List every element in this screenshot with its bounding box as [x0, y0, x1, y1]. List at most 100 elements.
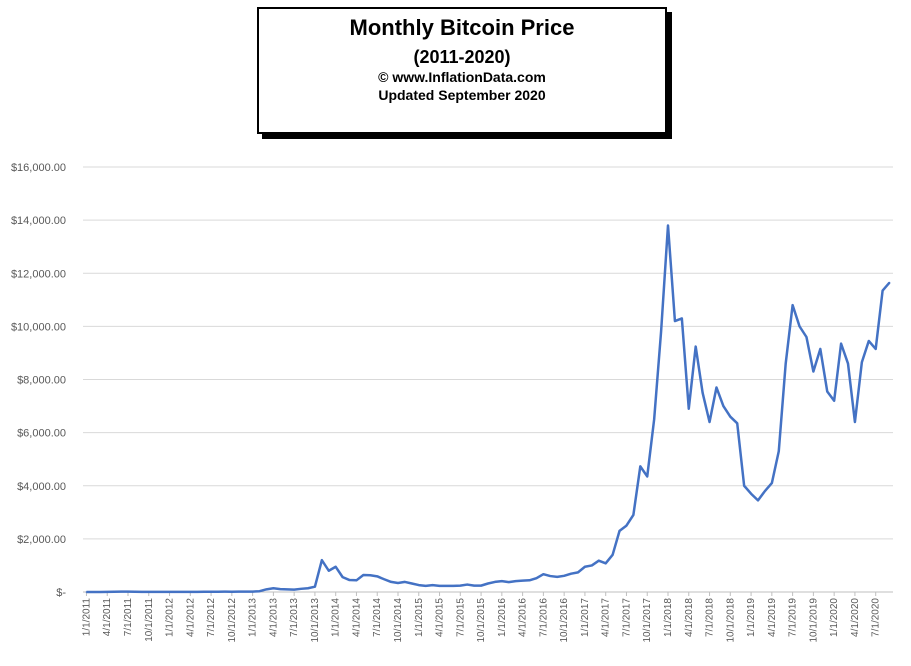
x-tick-label: 7/1/2012 — [206, 598, 217, 637]
data-point — [847, 362, 849, 365]
x-tick-label: 4/1/2019 — [767, 598, 778, 637]
y-tick-label: $- — [56, 587, 66, 599]
data-point — [196, 591, 199, 593]
x-tick-label: 7/1/2015 — [455, 598, 466, 637]
x-tick-label: 1/1/2014 — [331, 598, 342, 637]
x-tick-label: 4/1/2011 — [102, 598, 113, 637]
data-point — [722, 405, 725, 407]
data-point — [604, 562, 607, 565]
series-layer — [85, 224, 891, 594]
data-point — [355, 579, 358, 582]
data-point — [369, 574, 372, 577]
data-point — [584, 565, 586, 568]
data-point — [431, 584, 434, 586]
data-point — [888, 281, 891, 284]
data-point — [708, 421, 711, 423]
data-point — [542, 573, 545, 576]
data-point — [293, 588, 295, 591]
data-point — [466, 583, 469, 586]
y-tick-label: $2,000.00 — [17, 534, 66, 546]
data-point — [417, 584, 420, 586]
data-point — [127, 590, 129, 593]
data-point — [556, 576, 559, 578]
data-point — [660, 330, 662, 333]
x-tick-label: 1/1/2016 — [497, 598, 508, 637]
data-point — [424, 585, 427, 587]
data-point — [404, 581, 406, 583]
data-point — [625, 524, 628, 527]
data-point — [182, 591, 185, 593]
data-point — [597, 559, 600, 562]
data-point — [494, 581, 496, 583]
x-tick-label: 1/1/2020 — [829, 598, 840, 637]
y-tick-label: $12,000.00 — [11, 268, 66, 280]
x-tick-label: 1/1/2018 — [663, 598, 674, 637]
data-point — [251, 590, 254, 593]
data-point — [210, 590, 212, 593]
y-tick-label: $6,000.00 — [17, 428, 66, 440]
x-tick-label: 1/1/2012 — [165, 598, 176, 637]
data-point — [92, 591, 95, 593]
y-tick-label: $16,000.00 — [11, 162, 66, 174]
data-point — [99, 591, 102, 593]
data-point — [134, 590, 136, 593]
x-tick-label: 1/1/2017 — [580, 598, 591, 637]
data-point — [715, 386, 718, 389]
data-point — [646, 475, 649, 478]
data-point — [867, 340, 870, 342]
data-point — [376, 575, 379, 578]
copyright-text: © www.InflationData.com — [378, 69, 546, 85]
data-point — [231, 590, 233, 593]
data-point — [452, 585, 455, 587]
data-point — [237, 590, 240, 593]
data-point — [840, 342, 842, 345]
data-point — [161, 591, 164, 593]
data-point — [577, 571, 579, 574]
x-tick-label: 7/1/2018 — [705, 598, 716, 637]
x-tick-label: 10/1/2012 — [227, 598, 238, 643]
x-tick-label: 4/1/2014 — [351, 598, 362, 637]
data-point — [729, 415, 732, 418]
x-tick-label: 4/1/2018 — [684, 598, 695, 637]
x-axis-ticks: 1/1/2011 4/1/2011 7/1/2011 10/1/2011 1/1/201… — [81, 592, 882, 643]
data-point — [798, 325, 801, 328]
x-tick-label: 7/1/2016 — [538, 598, 549, 637]
x-tick-label: 1/1/2019 — [746, 598, 757, 637]
x-tick-label: 1/1/2013 — [248, 598, 259, 637]
data-point — [307, 587, 309, 590]
data-point — [224, 590, 226, 593]
data-point — [507, 581, 510, 583]
data-point — [480, 584, 482, 587]
data-point — [618, 530, 621, 532]
data-point — [327, 569, 330, 572]
chart-title-box: Monthly Bitcoin Price (2011-2020) © www.… — [257, 7, 667, 134]
data-point — [861, 361, 863, 364]
x-tick-label: 7/1/2013 — [289, 598, 300, 637]
data-point — [258, 590, 261, 593]
data-point — [514, 580, 517, 582]
x-tick-label: 4/1/2017 — [601, 598, 612, 637]
x-tick-label: 7/1/2011 — [123, 598, 134, 637]
data-point — [701, 391, 704, 394]
data-point — [694, 345, 697, 348]
data-point — [771, 482, 773, 484]
updated-text: Updated September 2020 — [378, 87, 546, 103]
data-point — [777, 450, 780, 453]
data-point — [549, 575, 552, 577]
data-point — [570, 572, 572, 575]
x-tick-label: 10/1/2019 — [808, 598, 819, 643]
data-point — [750, 492, 752, 495]
x-tick-label: 10/1/2018 — [725, 598, 736, 643]
data-point — [272, 587, 275, 590]
data-point — [764, 490, 766, 492]
data-point — [348, 579, 351, 581]
x-tick-label: 7/1/2017 — [621, 598, 632, 637]
data-point — [341, 576, 344, 578]
x-tick-label: 10/1/2013 — [310, 598, 321, 643]
x-tick-label: 4/1/2013 — [268, 598, 279, 637]
data-point — [819, 348, 822, 350]
data-point — [244, 590, 247, 593]
data-point — [314, 585, 316, 588]
